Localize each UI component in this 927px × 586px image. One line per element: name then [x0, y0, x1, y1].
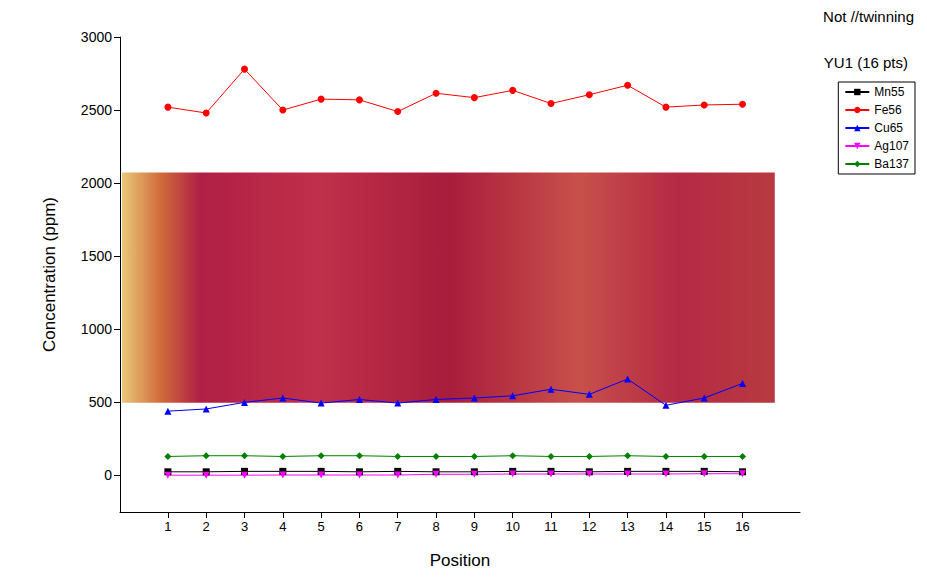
svg-text:1500: 1500	[81, 248, 112, 264]
svg-text:Concentration (ppm): Concentration (ppm)	[40, 197, 59, 352]
svg-text:12: 12	[582, 519, 596, 534]
svg-text:Position: Position	[430, 551, 490, 570]
svg-text:0: 0	[104, 467, 112, 483]
svg-text:500: 500	[89, 394, 113, 410]
svg-text:10: 10	[505, 519, 519, 534]
svg-text:1000: 1000	[81, 321, 112, 337]
svg-text:1: 1	[164, 519, 171, 534]
svg-text:Fe56: Fe56	[874, 103, 902, 117]
svg-text:3: 3	[241, 519, 248, 534]
svg-text:6: 6	[356, 519, 363, 534]
svg-text:13: 13	[620, 519, 634, 534]
svg-text:2500: 2500	[81, 102, 112, 118]
svg-text:15: 15	[697, 519, 711, 534]
svg-text:5: 5	[318, 519, 325, 534]
svg-text:YU1 (16 pts): YU1 (16 pts)	[824, 54, 908, 71]
svg-text:Mn55: Mn55	[874, 85, 904, 99]
svg-text:2000: 2000	[81, 175, 112, 191]
svg-text:11: 11	[544, 519, 558, 534]
svg-text:8: 8	[432, 519, 439, 534]
svg-text:14: 14	[659, 519, 673, 534]
svg-text:9: 9	[471, 519, 478, 534]
svg-text:16: 16	[735, 519, 749, 534]
svg-text:Ba137: Ba137	[874, 157, 909, 171]
svg-text:Cu65: Cu65	[874, 121, 903, 135]
svg-text:3000: 3000	[81, 29, 112, 45]
svg-text:Not //twinning: Not //twinning	[823, 8, 914, 25]
svg-text:2: 2	[203, 519, 210, 534]
svg-text:7: 7	[394, 519, 401, 534]
svg-text:Ag107: Ag107	[874, 139, 909, 153]
svg-text:4: 4	[279, 519, 286, 534]
